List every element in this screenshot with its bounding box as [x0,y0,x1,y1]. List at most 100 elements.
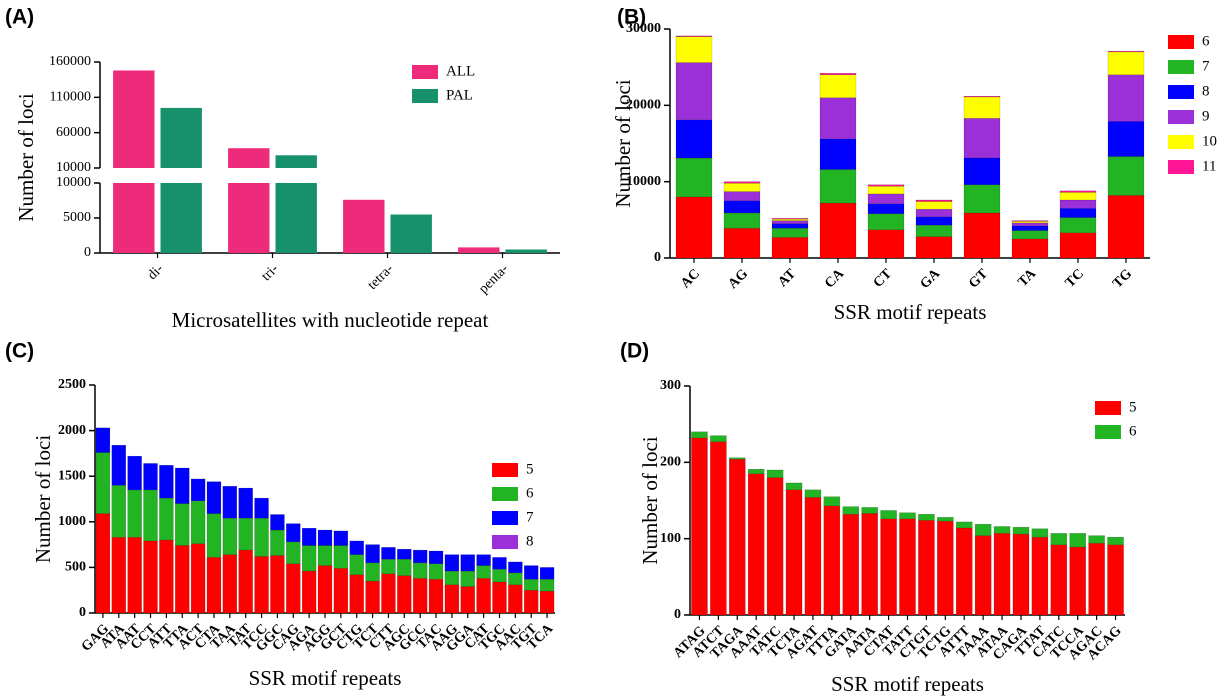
bar [505,249,547,253]
bar-segment [1069,533,1086,548]
bar [160,183,202,253]
y-axis-title: Number of loci [638,436,662,564]
bar-segment [956,527,973,616]
bar-segment [867,193,905,205]
bar-segment [963,184,1001,214]
bar-segment [675,119,713,159]
bar-segment [127,455,142,491]
bar-segment [723,182,761,192]
bar-segment [190,543,206,614]
bar-segment [691,437,708,616]
x-axis-title: SSR motif repeats [831,672,984,696]
legend-label: 6 [1202,33,1210,49]
bar-segment [842,514,859,616]
bar-segment [349,554,364,575]
bar-segment [1059,217,1097,234]
bar-segment [823,496,841,507]
y-tick-label: 0 [674,607,681,622]
bar-segment [956,521,973,529]
bar-segment [222,554,238,614]
bar-segment [1011,222,1049,227]
bar-segment [524,590,539,614]
legend-label: 5 [526,461,534,477]
legend-swatch [1168,35,1194,49]
bar-segment [785,482,803,491]
x-tick-label: CT [871,266,896,291]
bar-segment [675,62,713,121]
bar [390,214,432,253]
bar-segment [723,191,761,201]
y-tick-label: 60000 [56,125,91,140]
x-tick-label: penta- [476,261,512,297]
x-axis-title: Microsatellites with nucleotide repeat [172,308,489,332]
y-tick-label: 30000 [626,21,661,36]
bar-segment [1012,527,1030,535]
bar-segment [286,541,301,564]
x-tick-label: TA [1015,266,1039,290]
bar-segment [675,196,713,259]
bar-segment [937,520,954,616]
x-axis-title: SSR motif repeats [834,300,987,324]
bar-segment [1107,536,1124,545]
legend-label: 9 [1202,108,1210,124]
bar-segment [918,514,935,521]
bar-segment [492,569,507,583]
bar-segment [771,220,809,224]
bar-segment [1088,535,1105,544]
bar-segment [867,186,905,195]
bar-segment [95,452,111,514]
bar-segment [1011,221,1049,224]
bar-segment [915,199,953,202]
bar-segment [508,572,523,585]
y-tick-label: 500 [65,560,86,575]
bar [113,70,155,168]
bar-segment [1031,536,1049,616]
bar [160,107,202,168]
bar-segment [1011,225,1049,231]
legend-swatch [1168,160,1194,174]
bar-segment [492,557,507,570]
x-axis-title: SSR motif repeats [249,666,402,690]
x-tick-label: AC [678,266,703,291]
legend-label: 10 [1202,133,1217,149]
bar-segment [880,518,897,616]
legend-swatch [492,535,518,549]
bar-segment [95,427,111,453]
y-tick-label: 1000 [58,514,86,529]
bar-segment [365,580,380,614]
bar-segment [365,544,380,564]
legend-label: 7 [526,509,534,525]
legend-swatch [492,463,518,477]
x-tick-label: AT [775,266,799,290]
bar-segment [867,213,905,230]
bar-segment [412,578,428,614]
bar-segment [771,228,809,238]
y-axis-title: Number of loci [31,435,55,563]
y-tick-label: 2000 [58,423,86,438]
x-tick-label: CA [822,266,848,292]
bar-segment [476,565,491,579]
bar-segment [111,537,126,614]
y-tick-label: 10000 [56,160,91,175]
bar-segment [819,74,857,98]
bar-segment [381,573,396,614]
bar-segment [710,441,727,616]
bar-segment [127,489,142,538]
bar-segment [710,435,727,442]
bar-segment [222,486,238,519]
bar-segment [508,584,523,614]
legend-swatch [1168,135,1194,149]
bar-segment [915,201,953,210]
bar-segment [460,554,475,572]
bar-segment [747,473,765,616]
bar-segment [397,548,412,560]
bar-segment [95,513,111,614]
bar-segment [993,533,1011,616]
bar-segment [867,184,905,187]
y-tick-label: 0 [79,605,86,620]
x-tick-label: tri- [259,261,282,284]
panel-label: (D) [620,340,649,363]
bar-segment [747,469,765,474]
bar-segment [206,481,222,514]
